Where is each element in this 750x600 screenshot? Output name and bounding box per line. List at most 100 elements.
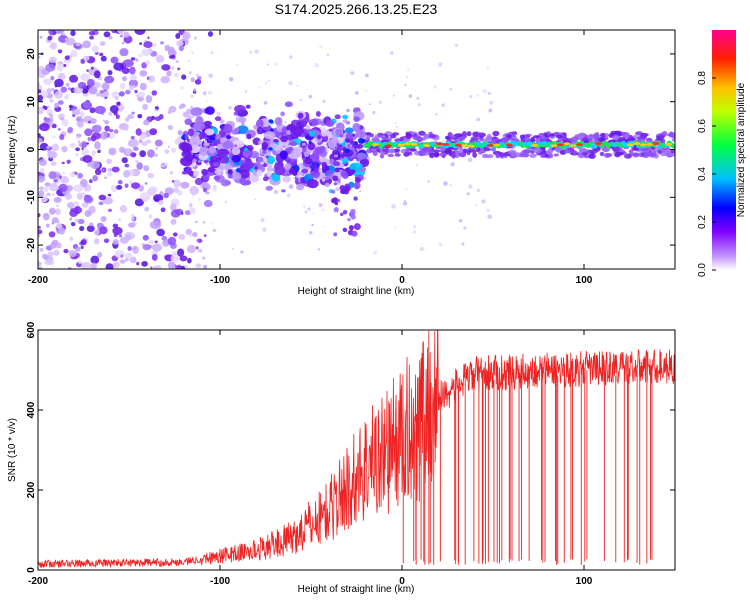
spectrogram-line-halo	[664, 150, 672, 157]
spectrogram-noise-blob	[203, 199, 213, 208]
spectrogram-noise-blob	[190, 105, 194, 109]
spectrogram-cluster-blob	[335, 128, 343, 136]
spectrogram-cluster-blob	[335, 187, 342, 192]
spectrogram-noise-blob	[117, 218, 122, 222]
spectrogram-faint-dot	[311, 223, 314, 227]
spectrogram-faint-dot	[216, 111, 221, 116]
spectrogram-tail-blob	[339, 185, 345, 191]
spectrogram-line-halo	[642, 154, 649, 159]
spectrogram-line-core	[665, 142, 673, 146]
spectrogram-noise-blob	[86, 78, 95, 87]
spectrogram-noise-blob	[38, 94, 43, 102]
spectrogram-noise-blob	[121, 75, 127, 82]
spectrogram-noise-blob	[170, 218, 177, 225]
spectrogram-cluster-blob	[187, 146, 193, 152]
spectrogram-noise-blob	[149, 128, 158, 136]
spectrogram-noise-blob	[149, 220, 162, 230]
spectrogram-line-core	[486, 144, 494, 147]
spectrogram-tail-blob	[347, 217, 351, 222]
spectrogram-noise-blob	[39, 158, 47, 167]
spectrogram-noise-blob	[100, 216, 107, 222]
spectrogram-cluster-blob	[250, 173, 259, 183]
spectrogram-noise-blob	[119, 34, 123, 38]
spectrogram-noise-blob	[50, 161, 57, 166]
spectrogram-cluster-blob	[356, 152, 367, 160]
spectrogram-cluster-blob	[314, 146, 325, 154]
spectrogram-noise-blob	[97, 251, 103, 258]
spectrogram-cluster-blob	[345, 138, 350, 143]
spectrogram-cluster-blob	[304, 158, 313, 165]
spectrogram-line-halo	[532, 147, 542, 154]
spectrogram-line-halo	[387, 153, 395, 158]
spectrogram-noise-blob	[38, 266, 43, 269]
spectrogram-faint-dot	[208, 73, 213, 78]
spectrogram-marks	[38, 30, 675, 269]
spectrogram-line-halo	[365, 148, 374, 154]
spectrogram-noise-blob	[181, 74, 187, 80]
spectrogram-cluster-blob	[213, 162, 220, 167]
spectrogram-line-halo	[418, 130, 426, 136]
spectrogram-noise-blob	[83, 195, 94, 204]
spectrogram-line-halo	[632, 135, 638, 139]
spectrogram-faint-dot	[224, 201, 227, 204]
spectrogram-noise-blob	[141, 48, 151, 57]
spectrogram-line-halo	[605, 153, 613, 157]
spectrogram-line-core	[467, 144, 475, 148]
spectrogram-noise-blob	[143, 41, 153, 48]
spectrogram-faint-dot	[191, 51, 194, 54]
spectrogram-noise-blob	[38, 229, 43, 235]
spectrogram-faint-dot	[419, 246, 424, 252]
spectrogram-y-tick-label: -10	[26, 190, 37, 205]
spectrogram-noise-blob	[80, 245, 84, 249]
spectrogram-noise-blob	[99, 41, 106, 46]
spectrogram-line-halo	[462, 148, 468, 154]
spectrogram-faint-dot	[284, 120, 287, 123]
spectrogram-noise-blob	[104, 125, 110, 132]
spectrogram-faint-dot	[266, 63, 269, 66]
spectrogram-noise-blob	[164, 149, 170, 154]
spectrogram-noise-blob	[91, 66, 94, 70]
spectrogram-line-halo	[553, 153, 559, 157]
spectrogram-noise-blob	[98, 201, 104, 206]
spectrogram-noise-blob	[68, 249, 77, 258]
spectrogram-line-halo	[635, 131, 643, 136]
spectrogram-noise-blob	[189, 207, 196, 214]
spectrogram-noise-blob	[108, 111, 113, 116]
spectrogram-tail-blob	[353, 223, 361, 231]
spectrogram-cluster-blob	[194, 135, 200, 142]
spectrogram-cluster-blob	[332, 149, 339, 155]
spectrogram-noise-blob	[194, 79, 202, 85]
spectrogram-x-label: Height of straight line (km)	[298, 286, 415, 297]
spectrogram-line-halo	[522, 149, 531, 154]
spectrogram-noise-blob	[134, 30, 146, 35]
spectrogram-noise-blob	[103, 238, 110, 244]
spectrogram-cluster-blob	[327, 138, 337, 149]
spectrogram-noise-blob	[139, 82, 147, 91]
spectrogram-noise-blob	[53, 179, 58, 183]
spectrogram-tail-blob	[333, 207, 339, 213]
spectrogram-noise-blob	[52, 135, 56, 138]
spectrogram-faint-dot	[403, 201, 408, 206]
spectrogram-noise-blob	[136, 162, 143, 170]
spectrogram-line-core	[563, 142, 571, 146]
spectrogram-noise-blob	[111, 91, 121, 99]
spectrogram-noise-blob	[135, 128, 142, 136]
spectrogram-line-halo	[409, 148, 416, 152]
spectrogram-line-halo	[417, 149, 426, 156]
spectrogram-noise-blob	[194, 36, 197, 40]
spectrogram-noise-blob	[53, 249, 60, 256]
spectrogram-cluster-blob	[357, 137, 366, 144]
spectrogram-faint-dot	[468, 184, 473, 189]
spectrogram-noise-blob	[90, 262, 97, 269]
spectrogram-faint-dot	[212, 187, 217, 192]
spectrogram-cluster-blob	[286, 129, 291, 135]
spectrogram-line-halo	[555, 134, 564, 139]
spectrogram-noise-blob	[55, 242, 62, 249]
spectrogram-noise-blob	[142, 243, 152, 251]
spectrogram-line-halo	[438, 152, 448, 157]
spectrogram-faint-dot	[254, 49, 259, 54]
spectrogram-line-core	[384, 144, 392, 148]
spectrogram-cluster-blob	[328, 128, 333, 132]
spectrogram-noise-blob	[152, 265, 162, 269]
spectrogram-noise-blob	[88, 86, 98, 95]
